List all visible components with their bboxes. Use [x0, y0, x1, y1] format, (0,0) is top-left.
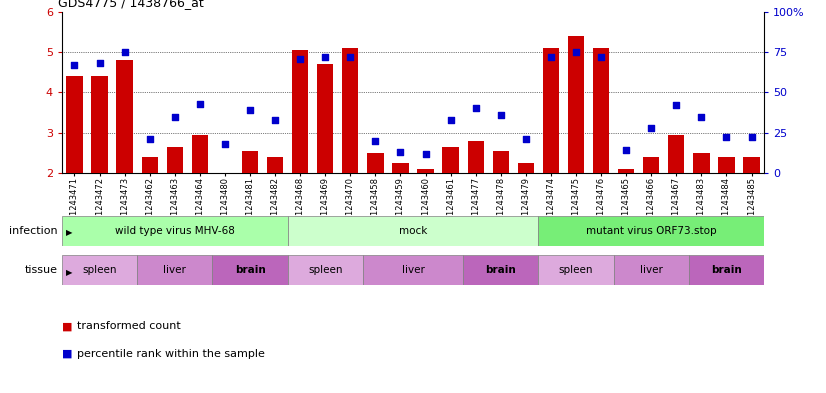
Text: spleen: spleen	[83, 265, 116, 275]
Point	[520, 136, 533, 142]
Point	[319, 54, 332, 60]
Bar	[567, 36, 584, 173]
Bar	[167, 147, 183, 173]
Bar	[693, 153, 710, 173]
Bar	[116, 60, 133, 173]
Bar	[614, 255, 689, 285]
Bar	[392, 163, 409, 173]
Point	[670, 102, 683, 108]
Point	[444, 117, 458, 123]
Text: liver: liver	[401, 265, 425, 275]
Point	[143, 136, 156, 142]
Bar	[518, 163, 534, 173]
Point	[293, 55, 306, 62]
Point	[268, 117, 282, 123]
Bar	[342, 48, 358, 173]
Bar	[643, 157, 659, 173]
Text: liver: liver	[640, 265, 662, 275]
Bar	[62, 216, 287, 246]
Point	[745, 134, 758, 141]
Bar	[463, 255, 539, 285]
Point	[244, 107, 257, 113]
Point	[68, 62, 81, 68]
Text: ■: ■	[62, 321, 73, 331]
Point	[344, 54, 357, 60]
Bar	[593, 48, 610, 173]
Bar	[492, 151, 509, 173]
Text: tissue: tissue	[25, 265, 58, 275]
Point	[469, 105, 482, 112]
Point	[620, 147, 633, 154]
Bar	[141, 157, 158, 173]
Bar	[62, 255, 137, 285]
Bar	[539, 255, 614, 285]
Bar	[66, 76, 83, 173]
Point	[118, 49, 131, 55]
Bar	[743, 157, 760, 173]
Bar	[242, 151, 259, 173]
Text: liver: liver	[164, 265, 186, 275]
Bar	[443, 147, 458, 173]
Bar	[417, 169, 434, 173]
Bar	[368, 153, 383, 173]
Point	[544, 54, 558, 60]
Bar	[543, 48, 559, 173]
Text: brain: brain	[486, 265, 516, 275]
Text: transformed count: transformed count	[77, 321, 181, 331]
Bar	[192, 135, 208, 173]
Point	[569, 49, 582, 55]
Text: mock: mock	[399, 226, 427, 236]
Point	[695, 113, 708, 119]
Bar	[618, 169, 634, 173]
Text: wild type virus MHV-68: wild type virus MHV-68	[115, 226, 235, 236]
Text: ▶: ▶	[66, 268, 73, 277]
Text: mutant virus ORF73.stop: mutant virus ORF73.stop	[586, 226, 716, 236]
Text: ■: ■	[62, 349, 73, 359]
Bar	[292, 50, 308, 173]
Point	[595, 54, 608, 60]
Point	[419, 151, 432, 157]
Text: spleen: spleen	[308, 265, 343, 275]
Bar	[287, 255, 363, 285]
Text: spleen: spleen	[558, 265, 593, 275]
Point	[644, 125, 657, 131]
Bar	[719, 157, 734, 173]
Text: percentile rank within the sample: percentile rank within the sample	[77, 349, 264, 359]
Bar	[468, 141, 484, 173]
Text: ▶: ▶	[66, 228, 73, 237]
Point	[193, 101, 206, 107]
Bar	[92, 76, 107, 173]
Bar	[668, 135, 685, 173]
Point	[169, 113, 182, 119]
Bar	[287, 216, 539, 246]
Point	[368, 138, 382, 144]
Point	[394, 149, 407, 155]
Bar	[267, 157, 283, 173]
Bar	[317, 64, 334, 173]
Text: infection: infection	[9, 226, 58, 236]
Bar	[539, 216, 764, 246]
Bar	[363, 255, 463, 285]
Bar	[689, 255, 764, 285]
Point	[719, 134, 733, 141]
Text: GDS4775 / 1438766_at: GDS4775 / 1438766_at	[59, 0, 204, 9]
Point	[93, 60, 107, 66]
Bar	[212, 255, 287, 285]
Text: brain: brain	[235, 265, 265, 275]
Text: brain: brain	[711, 265, 742, 275]
Bar	[137, 255, 212, 285]
Point	[494, 112, 507, 118]
Point	[218, 141, 231, 147]
